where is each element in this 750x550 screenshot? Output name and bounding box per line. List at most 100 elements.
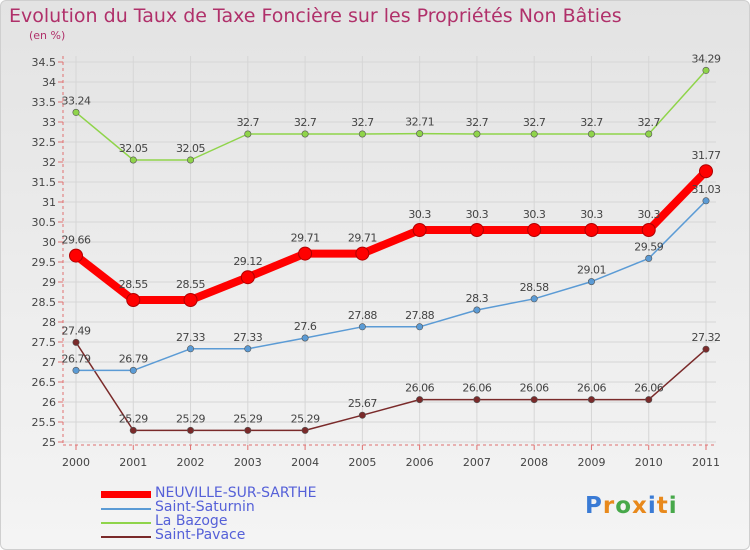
data-point [72, 338, 80, 346]
data-label: 30.3 [408, 208, 431, 221]
y-tick-label: 27.5 [32, 336, 57, 349]
data-point [183, 293, 198, 307]
data-point [416, 396, 424, 404]
data-label: 32.05 [176, 142, 205, 155]
y-tick-label: 31.5 [32, 176, 57, 189]
data-point [645, 254, 653, 262]
data-label: 26.06 [520, 382, 549, 395]
data-point [244, 130, 252, 138]
series-layer [69, 66, 713, 434]
y-tick-label: 30.5 [32, 216, 57, 229]
grid-lines [61, 56, 716, 445]
data-point [530, 130, 538, 138]
data-label: 27.33 [176, 331, 205, 344]
x-tick-label: 2003 [234, 456, 262, 469]
data-point [126, 293, 141, 307]
data-label: 30.3 [523, 208, 546, 221]
data-point [473, 130, 481, 138]
data-label: 26.06 [462, 382, 491, 395]
data-label: 30.3 [637, 208, 660, 221]
data-label: 32.7 [294, 116, 317, 129]
y-tick-label: 34 [42, 76, 56, 89]
data-label: 32.7 [351, 116, 374, 129]
data-label: 32.7 [580, 116, 603, 129]
data-point [702, 345, 710, 353]
x-tick-label: 2011 [692, 456, 720, 469]
data-point [69, 248, 83, 263]
data-point [298, 246, 313, 261]
y-tick-label: 34.5 [32, 56, 57, 69]
data-point [527, 223, 542, 237]
legend-item: NEUVILLE-SUR-SARTHE [101, 485, 361, 502]
series-line-0 [72, 167, 710, 304]
data-point [187, 156, 195, 164]
data-label: 28.55 [176, 278, 205, 291]
data-point [129, 366, 137, 374]
legend-swatch [101, 536, 151, 538]
series-line-3 [75, 341, 707, 432]
data-label: 30.3 [466, 208, 489, 221]
y-tick-label: 25.5 [32, 416, 57, 429]
y-tick-label: 30 [42, 236, 56, 249]
data-point [645, 130, 653, 138]
legend-label: Saint-Saturnin [155, 499, 255, 515]
data-label: 26.79 [62, 352, 91, 365]
x-axis-ticks: 2000 2001 2002 2003 2004 2005 2006 2007 2008 2009… [62, 456, 720, 469]
data-point [355, 246, 370, 261]
legend-item: La Bazoge [101, 513, 361, 530]
data-point [473, 396, 481, 404]
data-point [187, 426, 195, 434]
data-point [587, 396, 595, 404]
data-label: 29.59 [634, 240, 663, 253]
y-tick-label: 28 [42, 316, 56, 329]
data-label: 27.88 [405, 309, 434, 322]
x-tick-label: 2006 [406, 456, 434, 469]
data-point [301, 426, 309, 434]
x-tick-label: 2008 [520, 456, 548, 469]
data-label: 32.71 [405, 116, 434, 129]
data-point [587, 130, 595, 138]
legend-label: Saint-Pavace [155, 527, 246, 543]
y-tick-label: 31 [42, 196, 56, 209]
data-label: 32.7 [466, 116, 489, 129]
data-label: 27.88 [348, 309, 377, 322]
series-line-1 [75, 200, 707, 372]
data-point [699, 164, 713, 179]
data-point [358, 130, 366, 138]
data-label: 27.33 [233, 331, 262, 344]
data-point [187, 345, 195, 353]
y-tick-label: 27 [42, 356, 56, 369]
y-tick-label: 29 [42, 276, 56, 289]
x-tick-label: 2010 [635, 456, 663, 469]
x-tick-label: 2005 [348, 456, 376, 469]
logo-letter: i [647, 493, 657, 519]
series-line-2 [75, 69, 707, 161]
data-label: 29.66 [62, 234, 91, 247]
data-label: 26.06 [577, 382, 606, 395]
data-point [72, 108, 80, 116]
logo-letter: i [668, 493, 678, 519]
data-point [469, 223, 484, 237]
data-label: 29.71 [291, 232, 320, 245]
data-label: 28.3 [466, 292, 489, 305]
x-tick-label: 2004 [291, 456, 319, 469]
data-label: 30.3 [580, 208, 603, 221]
data-label: 29.01 [577, 264, 606, 277]
legend-item: Saint-Pavace [101, 527, 361, 544]
y-axis-ticks: 25 25.5 26 26.5 27 27.5 28 28.5 29 29.5 30 30.5 31 31… [32, 56, 57, 449]
y-tick-label: 33.5 [32, 96, 57, 109]
data-label: 25.29 [233, 412, 262, 425]
y-tick-label: 26 [42, 396, 56, 409]
data-point [702, 197, 710, 205]
y-tick-label: 25 [42, 436, 56, 449]
data-point [473, 306, 481, 314]
data-point [72, 366, 80, 374]
axes [58, 56, 716, 450]
y-tick-label: 28.5 [32, 296, 57, 309]
chart-title: Evolution du Taux de Taxe Foncière sur l… [9, 5, 622, 27]
x-tick-label: 2000 [62, 456, 90, 469]
data-label: 26.06 [405, 382, 434, 395]
data-label: 32.7 [637, 116, 660, 129]
legend-swatch [101, 508, 151, 510]
data-point [530, 396, 538, 404]
